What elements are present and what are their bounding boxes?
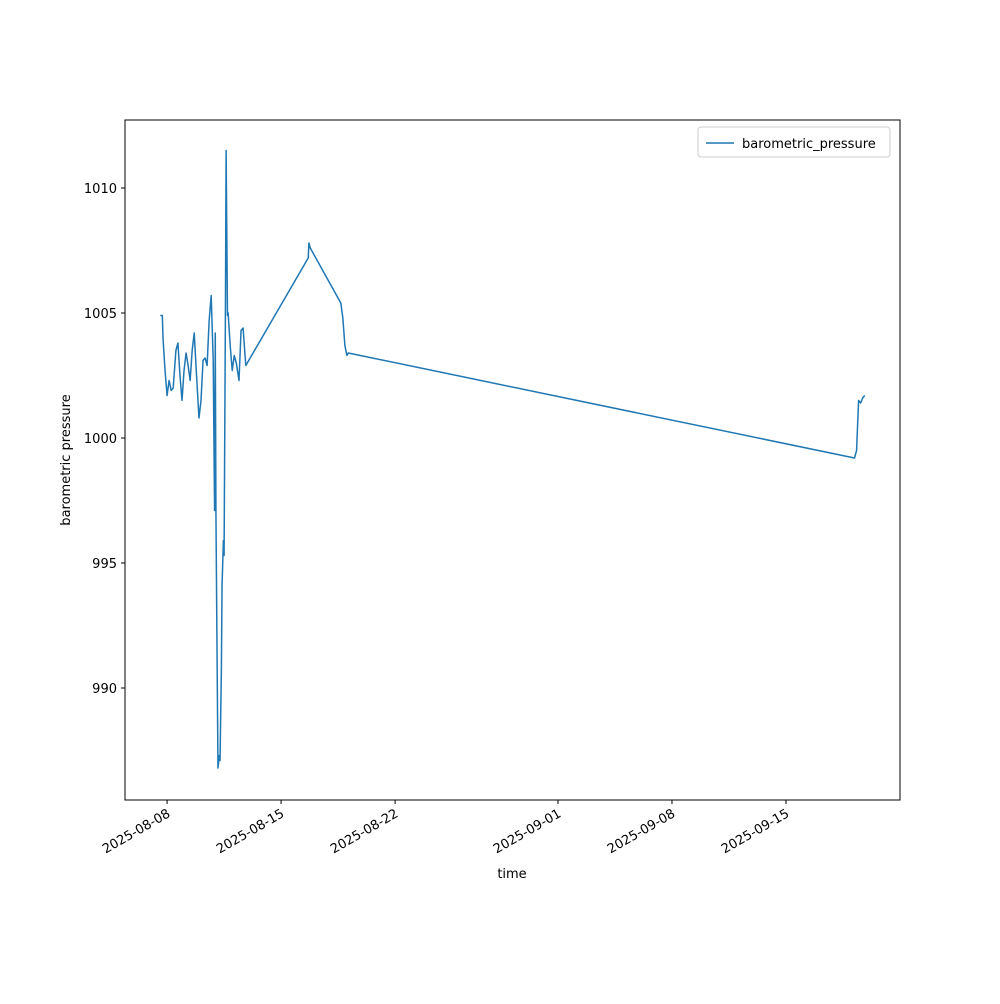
- y-tick-label: 1005: [84, 307, 117, 322]
- legend: barometric_pressure: [697, 126, 891, 158]
- y-axis-label: barometric pressure: [59, 394, 74, 525]
- x-tick-label: 2025-08-08: [100, 806, 173, 857]
- x-tick-label: 2025-09-08: [605, 806, 678, 857]
- x-axis-label: time: [497, 867, 526, 882]
- y-tick-label: 995: [92, 557, 117, 572]
- x-tick-label: 2025-08-22: [328, 806, 401, 857]
- data-line: [160, 149, 866, 769]
- x-tick-label: 2025-08-15: [214, 806, 287, 857]
- x-tick-label: 2025-09-15: [719, 806, 792, 857]
- plot-frame: [124, 119, 901, 801]
- y-tick-label: 1000: [84, 432, 117, 447]
- legend-label: barometric_pressure: [742, 137, 876, 152]
- legend-box: [697, 126, 891, 158]
- x-tick-label: 2025-09-01: [491, 806, 564, 857]
- y-tick-label: 990: [92, 682, 117, 697]
- y-tick-label: 1010: [84, 182, 117, 197]
